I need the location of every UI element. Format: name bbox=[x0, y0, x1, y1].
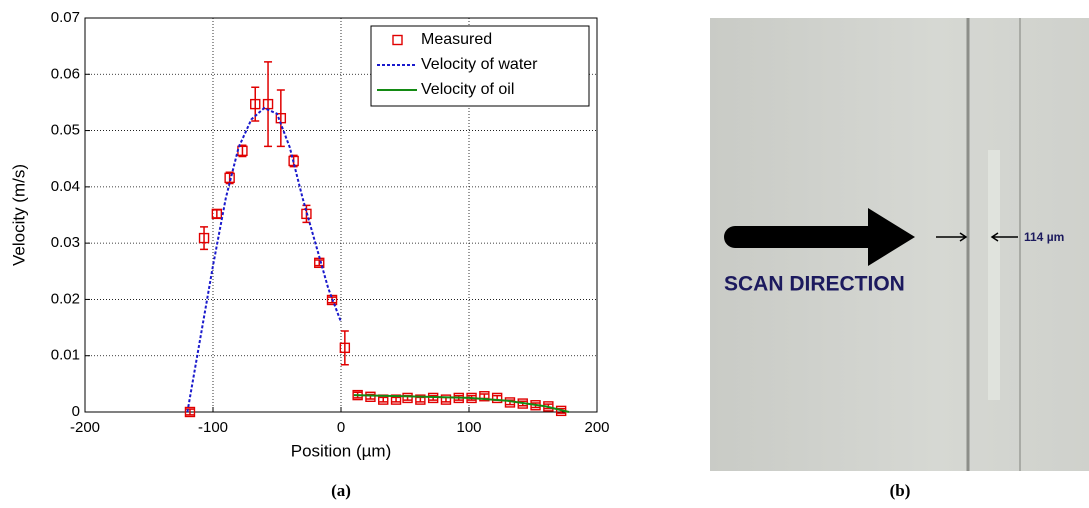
error-bar bbox=[392, 396, 401, 403]
width-arrow bbox=[936, 232, 968, 242]
line bbox=[186, 106, 342, 413]
plot-frame bbox=[84, 17, 598, 413]
error-bar bbox=[379, 396, 388, 403]
error-bar bbox=[340, 330, 349, 366]
x-axis-label: Position (µm) bbox=[291, 441, 391, 460]
y-tick-label: 0.03 bbox=[51, 234, 80, 251]
panel-label: (a) bbox=[331, 481, 351, 500]
error-bar bbox=[200, 226, 209, 251]
y-tick-label: 0.04 bbox=[51, 178, 80, 195]
legend-marker bbox=[392, 34, 403, 46]
scan-track bbox=[988, 150, 1000, 400]
marker bbox=[198, 232, 210, 244]
marker bbox=[224, 172, 235, 184]
legend-label: Measured bbox=[421, 31, 492, 48]
marker bbox=[491, 392, 503, 404]
x-tick-label: 0 bbox=[337, 419, 345, 436]
marker bbox=[415, 394, 426, 405]
direction-label: SCAN DIRECTION bbox=[724, 273, 905, 296]
panel-label: (b) bbox=[890, 481, 911, 500]
marker bbox=[211, 208, 223, 220]
legend-label: Velocity of water bbox=[421, 56, 538, 73]
y-tick-label: 0.01 bbox=[51, 347, 80, 364]
marker bbox=[365, 391, 376, 403]
x-tick-label: -100 bbox=[198, 419, 228, 436]
error-bar bbox=[276, 89, 285, 148]
x-tick-label: -200 bbox=[70, 419, 100, 436]
y-tick-label: 0.05 bbox=[51, 122, 80, 139]
y-tick-label: 0.02 bbox=[51, 290, 80, 307]
width-label: 114 µm bbox=[1024, 230, 1064, 244]
legend-label: Velocity of oil bbox=[421, 81, 514, 98]
marker bbox=[402, 392, 413, 404]
width-arrow bbox=[990, 232, 1018, 242]
photo: SCAN DIRECTION 114 µm bbox=[710, 18, 1089, 471]
marker bbox=[262, 98, 274, 110]
scan-arrow bbox=[724, 208, 915, 266]
marker bbox=[250, 98, 261, 110]
error-bar bbox=[264, 61, 273, 148]
marker bbox=[339, 342, 351, 354]
marker bbox=[479, 391, 490, 402]
x-tick-label: 100 bbox=[456, 419, 481, 436]
legend: Measured Velocity of water Velocity of oil bbox=[370, 25, 590, 107]
y-tick-label: 0.07 bbox=[51, 9, 80, 26]
line bbox=[353, 394, 570, 413]
y-tick-label: 0 bbox=[72, 403, 80, 420]
y-tick-label: 0.06 bbox=[51, 65, 80, 82]
x-tick-label: 200 bbox=[584, 419, 609, 436]
y-axis-label: Velocity (m/s) bbox=[9, 164, 28, 266]
marker bbox=[440, 394, 452, 405]
marker bbox=[184, 406, 196, 418]
